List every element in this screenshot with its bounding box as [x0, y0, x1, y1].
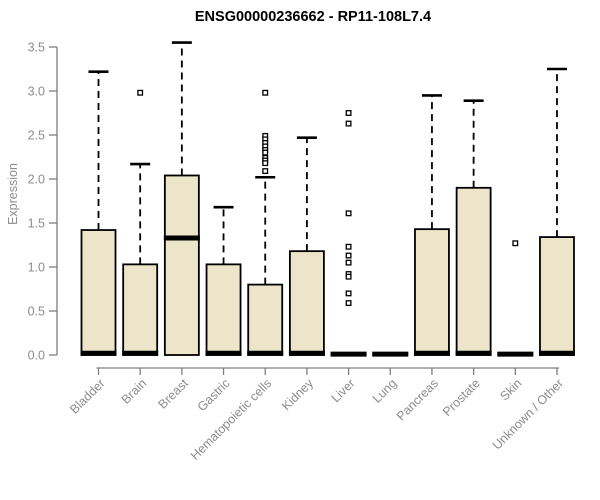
outlier-point — [345, 210, 352, 217]
outlier-point — [345, 243, 352, 250]
boxplot-hematopoietic-cells — [247, 89, 284, 356]
outlier-point — [345, 273, 352, 280]
boxplot-brain — [122, 89, 159, 356]
y-tick-label: 0.5 — [28, 305, 45, 319]
boxplot-bladder — [80, 70, 117, 356]
boxplot-prostate — [455, 99, 492, 356]
x-tick-label-skin: Skin — [497, 376, 524, 403]
iqr-box — [455, 186, 492, 356]
x-tick-label-pancreas: Pancreas — [394, 376, 441, 423]
outlier-point — [345, 110, 352, 116]
iqr-box — [80, 229, 117, 356]
outlier-point — [345, 120, 352, 127]
chart-title: ENSG00000236662 - RP11-108L7.4 — [195, 9, 431, 25]
iqr-box — [122, 263, 159, 356]
x-tick-label-kidney: Kidney — [279, 376, 316, 413]
x-tick-label-unknown-other: Unknown / Other — [490, 376, 566, 452]
x-tick-label-lung: Lung — [370, 376, 400, 406]
outlier-point — [345, 259, 352, 266]
boxplot-series — [80, 41, 575, 357]
y-tick-label: 3.0 — [28, 85, 45, 99]
outlier-point — [345, 300, 352, 307]
boxplot-unknown-other — [538, 67, 575, 356]
boxplot-breast — [163, 41, 200, 356]
boxplot-gastric — [205, 205, 242, 356]
boxplot-lung — [372, 351, 409, 357]
x-tick-label-hematopoietic-cells: Hematopoietic cells — [188, 376, 275, 463]
outlier-point — [262, 168, 269, 175]
outlier-point — [262, 160, 269, 167]
x-tick-label-breast: Breast — [156, 376, 192, 412]
boxplot-liver — [330, 110, 367, 357]
iqr-box — [163, 174, 200, 356]
iqr-box — [288, 250, 325, 356]
outlier-point — [512, 240, 519, 247]
outlier-point — [345, 290, 352, 297]
outlier-point — [262, 89, 269, 96]
boxplot-skin — [497, 240, 534, 357]
outlier-point — [345, 252, 352, 259]
y-axis-title: Expression — [6, 163, 20, 225]
y-tick-label: 3.5 — [28, 41, 45, 55]
x-tick-label-brain: Brain — [119, 376, 150, 407]
outlier-point — [137, 89, 144, 96]
x-tick-label-bladder: Bladder — [67, 376, 107, 416]
outlier-point — [262, 149, 269, 156]
boxplot-kidney — [288, 136, 325, 356]
iqr-box — [205, 263, 242, 356]
iqr-box — [539, 236, 575, 356]
y-tick-label: 0.0 — [28, 349, 45, 363]
x-tick-label-gastric: Gastric — [195, 376, 233, 414]
y-tick-label: 2.0 — [28, 173, 45, 187]
y-tick-label: 1.0 — [28, 261, 45, 275]
x-tick-label-prostate: Prostate — [440, 376, 483, 419]
y-tick-label: 2.5 — [28, 129, 45, 143]
y-tick-label: 1.5 — [28, 217, 45, 231]
x-tick-label-liver: Liver — [329, 376, 358, 405]
iqr-box — [247, 283, 284, 356]
iqr-box — [414, 228, 450, 356]
boxplot-pancreas — [413, 94, 450, 356]
